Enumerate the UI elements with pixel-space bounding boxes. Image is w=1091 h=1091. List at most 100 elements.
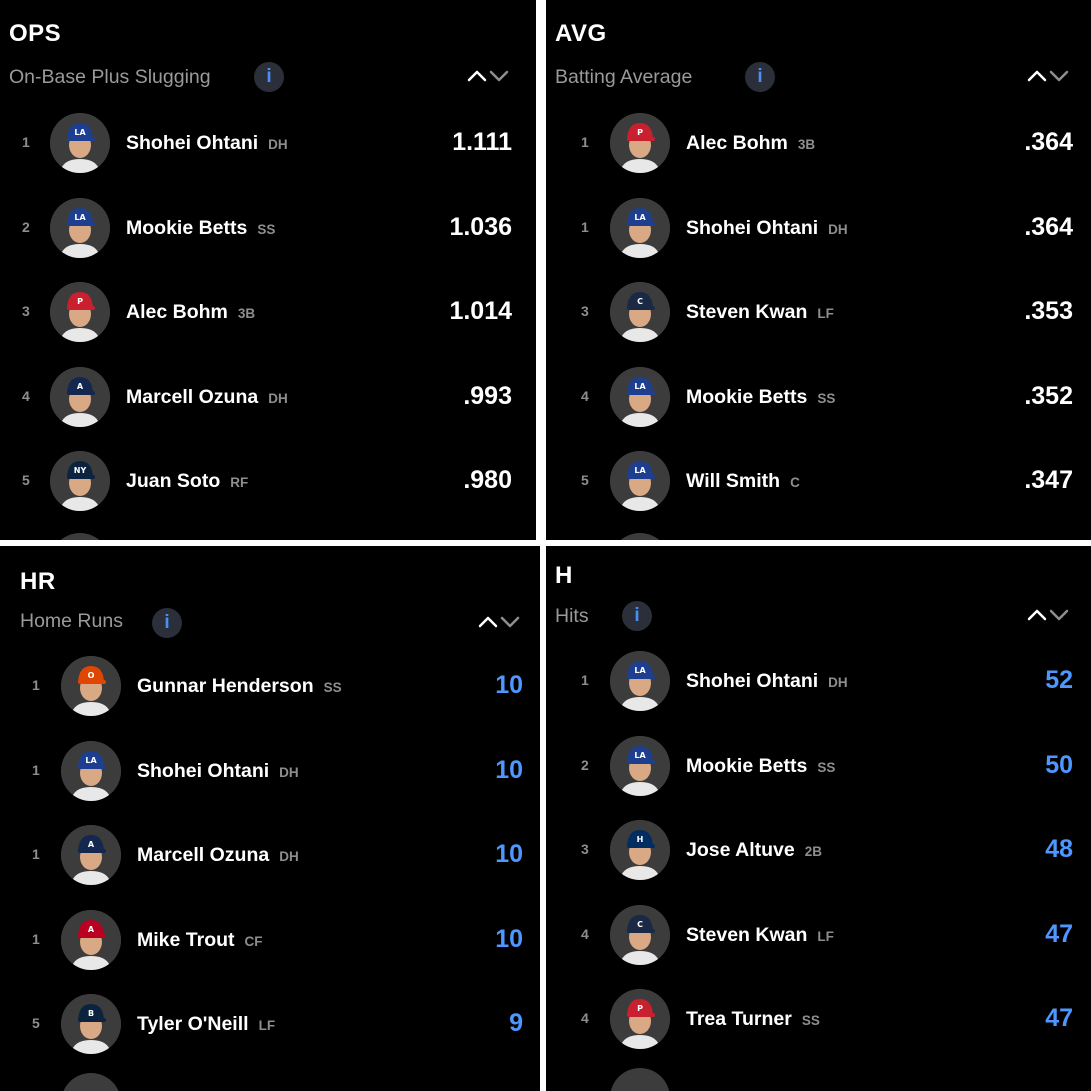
stat-value: .993 [463,381,512,410]
player-name-text[interactable]: Trea Turner [686,1008,792,1030]
leaderboard-row[interactable]: 3 P Alec Bohm 3B 1.014 [0,270,536,354]
player-name-text[interactable]: Juan Soto [126,470,221,492]
stat-value: .352 [1024,381,1073,410]
player-name-text[interactable]: Steven Kwan [686,301,808,323]
info-icon[interactable]: i [745,62,775,92]
leaderboard-row[interactable]: 1 LA Shohei Ohtani DH 1.111 [0,101,536,185]
player-name[interactable]: Steven Kwan LF [686,301,834,324]
player-name[interactable]: Marcell Ozuna DH [126,386,288,409]
sort-toggle-icon[interactable] [478,612,522,632]
stat-value: 10 [495,671,523,699]
player-name-text[interactable]: Shohei Ohtani [686,670,819,692]
leaderboard-row[interactable]: 1 LA Shohei Ohtani DH 52 [546,639,1091,723]
player-name-text[interactable]: Will Smith [686,470,781,492]
player-name-text[interactable]: Mookie Betts [686,754,808,777]
leaderboard-row[interactable]: 1 P Alec Bohm 3B .364 [546,101,1091,185]
player-position: CF [244,933,263,949]
leaderboard-row[interactable]: 1 A Marcell Ozuna DH 10 [0,813,540,897]
player-name[interactable]: Will Smith C [686,470,800,493]
svg-text:P: P [77,297,83,306]
player-name[interactable]: Shohei Ohtani DH [126,132,288,155]
leaderboard-row[interactable]: 1 A Mike Trout CF 10 [0,898,540,982]
player-name-text[interactable]: Mookie Betts [126,216,248,239]
stat-value: 1.036 [449,212,512,241]
leaderboard-row[interactable]: 3 C Steven Kwan LF .353 [546,270,1091,354]
player-name-text[interactable]: Steven Kwan [686,923,808,946]
player-name-text[interactable]: Mike Trout [137,928,235,951]
leaderboard-row[interactable]: 1 O Gunnar Henderson SS 10 [0,644,540,728]
sort-toggle-icon[interactable] [1027,66,1071,86]
player-name[interactable]: Shohei Ohtani DH [686,217,848,240]
player-headshot-icon: LA [610,651,670,711]
player-name-text[interactable]: Shohei Ohtani [137,759,270,782]
sort-toggle-icon[interactable] [467,66,511,86]
player-name-text[interactable]: Alec Bohm [686,132,788,154]
player-name[interactable]: Trea Turner SS [686,1008,820,1031]
player-name[interactable]: Mookie Betts SS [686,755,835,778]
leaderboard-row[interactable]: 5 NY Juan Soto RF .980 [0,439,536,523]
leaderboard-row[interactable]: 1 LA Shohei Ohtani DH .364 [546,186,1091,270]
player-rank: 1 [32,846,40,862]
stat-value: 52 [1045,666,1073,694]
leaderboard-row[interactable]: 1 LA Shohei Ohtani DH 10 [0,729,540,813]
leaderboard-row[interactable]: 5 B Tyler O'Neill LF 9 [0,982,540,1066]
player-name[interactable]: Alec Bohm 3B [686,132,815,155]
player-name-text[interactable]: Marcell Ozuna [126,385,259,408]
leaderboard-row[interactable]: 4 C Steven Kwan LF 47 [546,893,1091,977]
leaderboard-row[interactable]: 4 P Trea Turner SS 47 [546,977,1091,1061]
player-headshot-icon: LA [610,735,670,796]
player-name[interactable]: Juan Soto RF [126,470,248,493]
player-position: C [790,475,800,490]
player-name-text[interactable]: Jose Altuve [686,839,795,861]
player-name-text[interactable]: Marcell Ozuna [137,844,270,866]
player-name[interactable]: Mike Trout CF [137,929,263,952]
info-icon[interactable]: i [254,62,284,92]
svg-text:LA: LA [634,382,646,391]
player-name[interactable]: Mookie Betts SS [686,386,835,409]
leaderboard-row[interactable]: 4 LA Mookie Betts SS .352 [546,355,1091,439]
player-name-text[interactable]: Shohei Ohtani [126,132,259,154]
svg-text:H: H [637,835,644,844]
player-name-text[interactable]: Mookie Betts [686,385,808,408]
player-name[interactable]: Gunnar Henderson SS [137,675,342,698]
player-name[interactable]: Marcell Ozuna DH [137,844,299,867]
leaderboard-row[interactable]: 2 LA Mookie Betts SS 50 [546,724,1091,808]
player-name-text[interactable]: Tyler O'Neill [137,1013,249,1035]
player-name[interactable]: Mookie Betts SS [126,217,275,240]
stat-value: 48 [1045,835,1073,863]
hr-leaderboard-panel: HR Home Runs i 1 O Gunnar Henderson SS 10 1 LA Sho… [0,546,540,1091]
svg-text:C: C [637,297,643,306]
player-name[interactable]: Steven Kwan LF [686,924,834,947]
player-name-text[interactable]: Shohei Ohtani [686,216,819,239]
info-icon[interactable]: i [152,608,182,638]
leaderboard-row[interactable]: 4 A Marcell Ozuna DH .993 [0,355,536,439]
player-name[interactable]: Alec Bohm 3B [126,301,255,324]
player-headshot-icon: LA [50,197,110,258]
leaderboard-row[interactable]: 5 LA Will Smith C .347 [546,439,1091,523]
player-name[interactable]: Jose Altuve 2B [686,839,822,862]
stat-value: .364 [1024,212,1073,241]
player-rank: 1 [581,134,589,150]
leaderboard-row[interactable]: 3 H Jose Altuve 2B 48 [546,808,1091,892]
player-rank: 4 [581,1010,589,1026]
info-icon[interactable]: i [622,601,652,631]
player-name[interactable]: Shohei Ohtani DH [137,760,299,783]
svg-text:A: A [77,382,84,391]
player-headshot-icon: O [61,656,121,716]
player-name-text[interactable]: Alec Bohm [126,301,228,323]
player-name-text[interactable]: Gunnar Henderson [137,675,314,697]
player-name[interactable]: Tyler O'Neill LF [137,1013,275,1036]
player-headshot-icon: LA [50,113,110,173]
player-headshot-icon: A [61,825,121,885]
player-headshot-icon: P [610,113,670,173]
stat-value: 10 [495,755,523,784]
player-rank: 3 [581,303,589,319]
svg-text:LA: LA [634,751,646,760]
stat-value: 1.111 [452,128,512,156]
sort-toggle-icon[interactable] [1027,605,1071,625]
player-name[interactable]: Shohei Ohtani DH [686,670,848,693]
player-position: DH [279,764,299,780]
player-position: DH [828,675,848,690]
svg-text:LA: LA [634,213,646,222]
leaderboard-row[interactable]: 2 LA Mookie Betts SS 1.036 [0,186,536,270]
